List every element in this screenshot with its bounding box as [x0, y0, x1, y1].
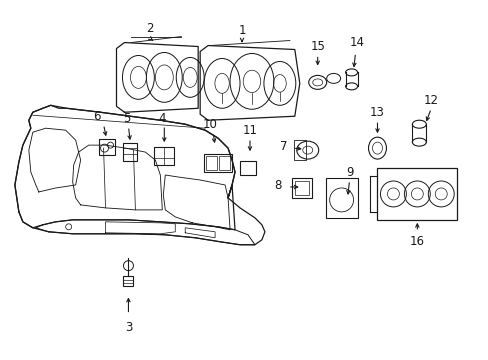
Text: 10: 10 — [203, 118, 217, 131]
Text: 9: 9 — [345, 166, 353, 179]
Bar — [291, 178, 311, 198]
Text: 2: 2 — [146, 22, 154, 35]
Text: 8: 8 — [274, 180, 281, 193]
Text: 7: 7 — [280, 140, 287, 153]
Text: 16: 16 — [409, 235, 424, 248]
Text: 15: 15 — [310, 40, 325, 53]
Bar — [294, 181, 308, 195]
Bar — [99, 139, 114, 155]
Bar — [206, 156, 217, 170]
Text: 13: 13 — [369, 106, 384, 119]
Bar — [377, 168, 456, 220]
Text: 6: 6 — [93, 110, 100, 123]
Bar — [240, 161, 255, 175]
Bar — [325, 178, 357, 218]
Bar — [293, 140, 305, 160]
Bar — [123, 143, 137, 161]
Bar — [203, 154, 232, 172]
Text: 5: 5 — [122, 112, 130, 125]
Text: 14: 14 — [349, 36, 365, 49]
Text: 3: 3 — [124, 321, 132, 334]
Bar — [123, 276, 133, 285]
Text: 11: 11 — [242, 124, 257, 137]
Bar — [154, 147, 174, 165]
Text: 4: 4 — [158, 112, 166, 125]
Bar — [219, 156, 229, 170]
Text: 12: 12 — [423, 94, 438, 107]
Text: 1: 1 — [238, 24, 245, 37]
